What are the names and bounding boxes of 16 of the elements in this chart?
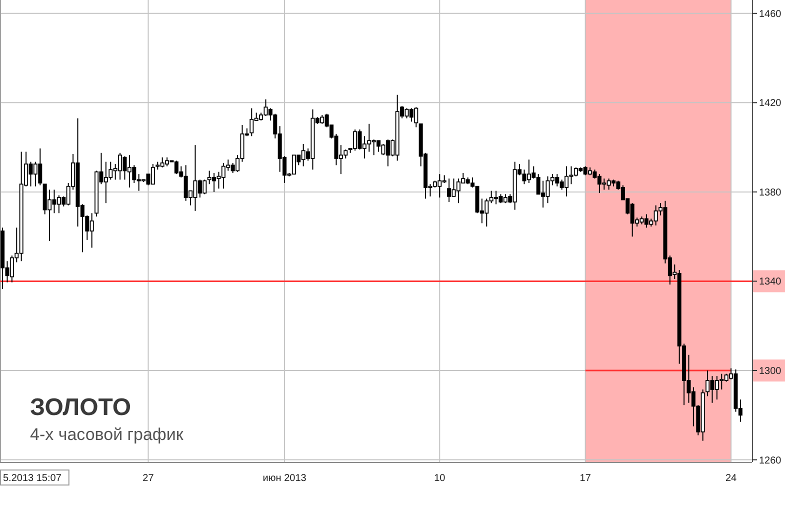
y-tick-label: 1340 xyxy=(759,276,782,288)
candlestick xyxy=(706,370,710,397)
x-tick-label: 10 xyxy=(434,473,446,484)
y-tick-label: 1260 xyxy=(759,455,782,466)
x-tick-label: 17 xyxy=(580,473,592,484)
text: ЗОЛОТО xyxy=(30,394,132,421)
x-tick-label: июн 2013 xyxy=(262,473,307,484)
text: 4-х часовой график xyxy=(30,425,184,444)
y-tick-label: 1460 xyxy=(759,8,782,20)
x-tick-label: 27 xyxy=(142,473,154,484)
y-tick-label: 1380 xyxy=(759,187,782,198)
y-tick-label: 1300 xyxy=(759,366,782,377)
text: 5.2013 15:07 xyxy=(3,473,62,484)
x-tick-label: 24 xyxy=(725,473,738,484)
y-tick-label: 1420 xyxy=(759,98,782,110)
candlestick xyxy=(447,178,452,202)
